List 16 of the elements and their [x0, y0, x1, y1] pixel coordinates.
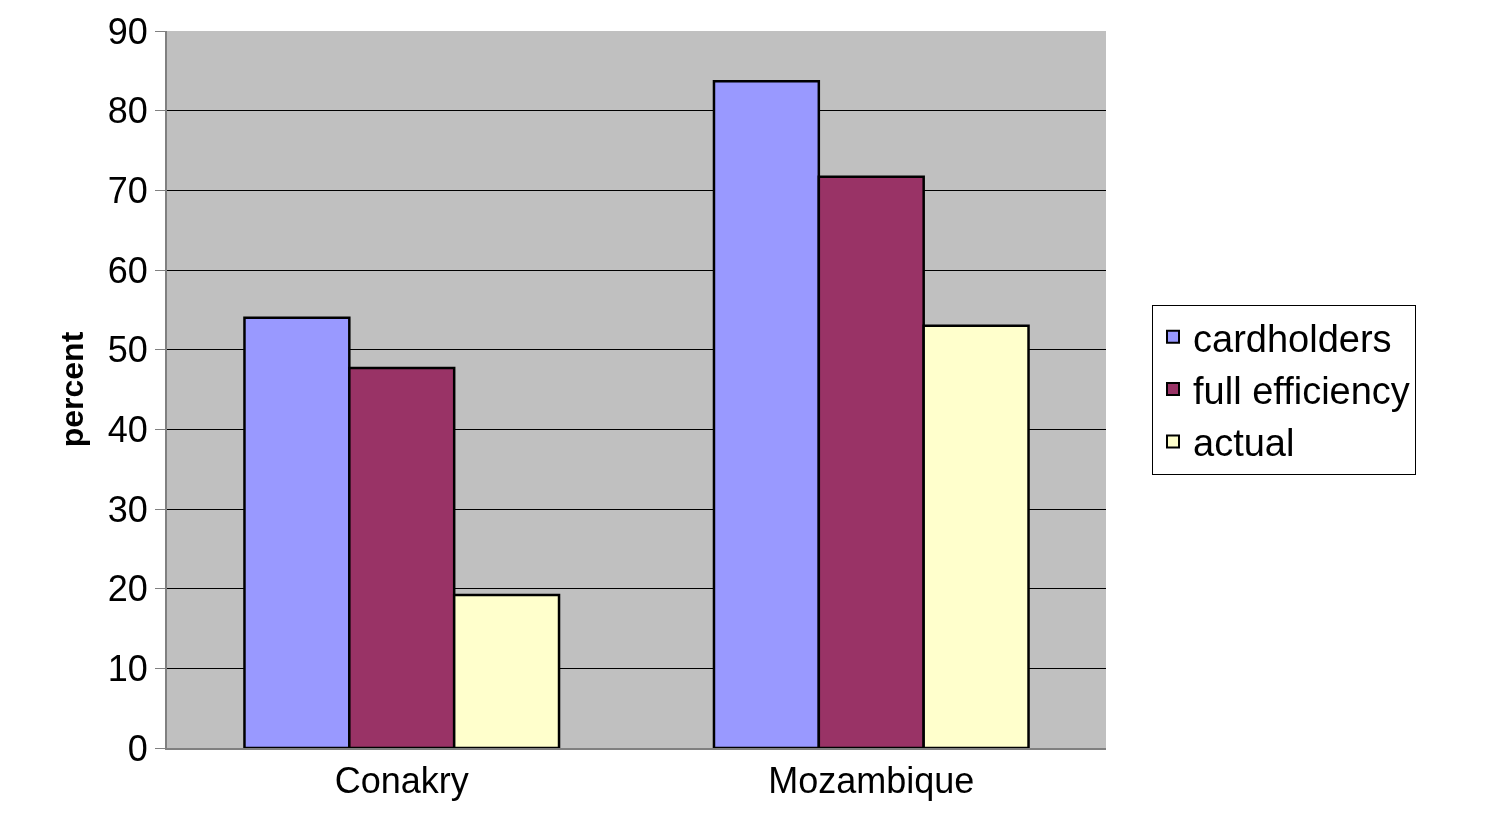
- y-tick-label: 60: [107, 249, 148, 291]
- x-tick-label: Mozambique: [768, 760, 975, 802]
- legend-label: cardholders: [1193, 317, 1392, 360]
- y-tick-label: 50: [107, 329, 148, 371]
- y-axis-title: percent: [53, 331, 90, 448]
- y-tick-label: 30: [107, 488, 148, 530]
- y-tick-label: 70: [107, 169, 148, 211]
- y-tick-label: 40: [107, 408, 148, 450]
- legend-label: full efficiency: [1193, 369, 1410, 412]
- y-tick-label: 20: [107, 568, 148, 610]
- y-tick-label: 10: [107, 647, 148, 689]
- y-tick-label: 80: [107, 90, 148, 132]
- x-tick-label: Conakry: [334, 760, 469, 802]
- y-tick-label: 0: [127, 727, 148, 769]
- legend-label: actual: [1193, 422, 1295, 465]
- y-tick-label: 90: [107, 10, 148, 52]
